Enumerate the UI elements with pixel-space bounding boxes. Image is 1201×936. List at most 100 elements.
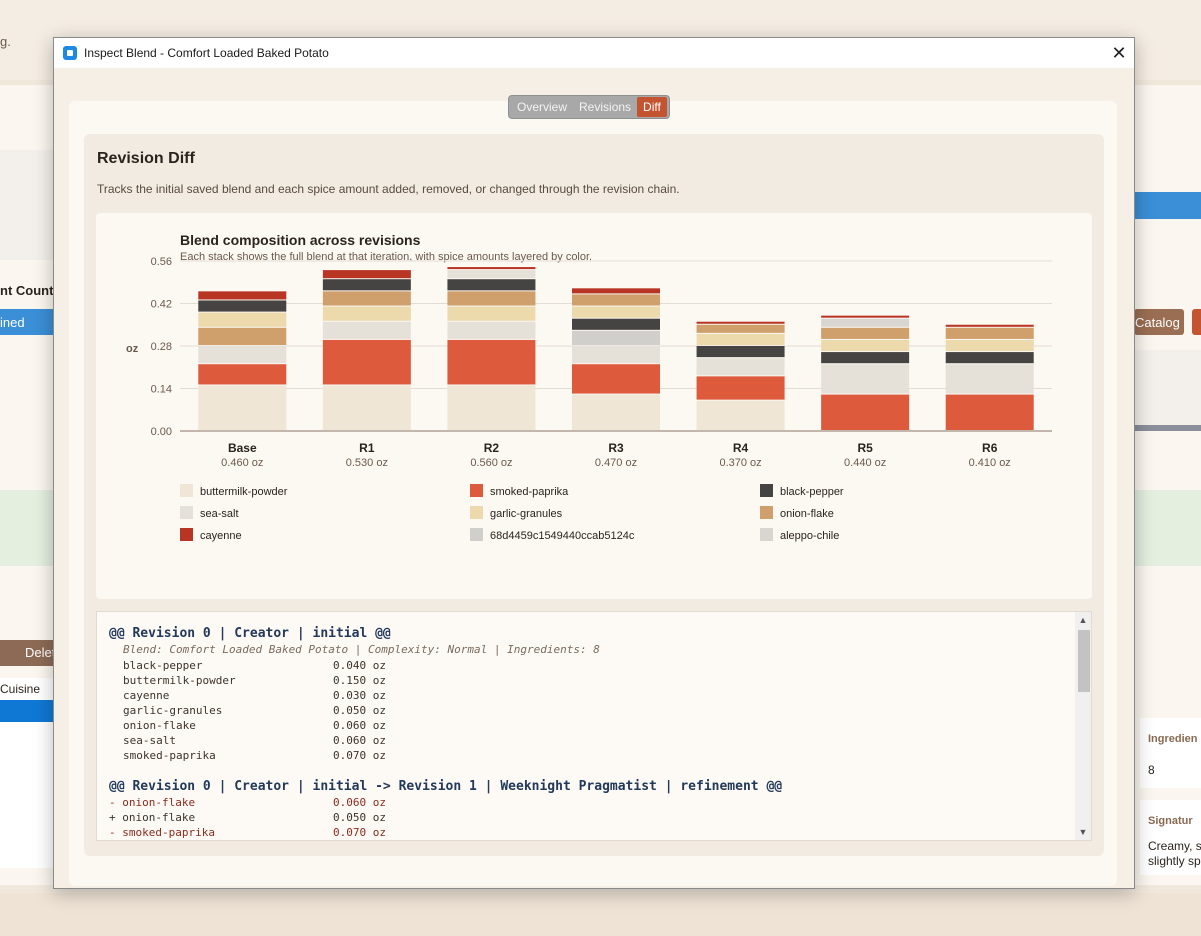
bg-signature-label: Signatur — [1148, 815, 1193, 827]
bar-total-label: 0.410 oz — [969, 457, 1011, 469]
bar-segment[interactable] — [198, 291, 287, 300]
bar-segment[interactable] — [572, 294, 660, 306]
bar-segment[interactable] — [696, 324, 785, 333]
bar-total-label: 0.440 oz — [844, 457, 886, 469]
scroll-thumb[interactable] — [1078, 630, 1090, 692]
bar-segment[interactable] — [945, 352, 1034, 364]
y-tick-label: 0.42 — [151, 299, 172, 311]
tab-overview[interactable]: Overview — [517, 100, 568, 114]
bar-segment[interactable] — [447, 385, 536, 430]
bar-segment[interactable] — [198, 312, 287, 327]
bar-segment[interactable] — [447, 267, 536, 270]
bar-total-label: 0.470 oz — [595, 457, 637, 469]
diff-block-header: @@ Revision 0 | Creator | initial -> Rev… — [109, 779, 783, 794]
legend-swatch — [180, 484, 193, 497]
legend-label: onion-flake — [780, 508, 834, 520]
bg-table-selected-row[interactable] — [0, 700, 53, 722]
diff-line: buttermilk-powder 0.150 oz — [123, 674, 386, 687]
bar-segment[interactable] — [447, 339, 536, 385]
bar-segment[interactable] — [572, 306, 660, 318]
bar-segment[interactable] — [821, 315, 910, 318]
bar-segment[interactable] — [447, 321, 536, 339]
bar-segment[interactable] — [447, 291, 536, 306]
diff-scrollbar[interactable]: ▲ ▼ — [1075, 612, 1091, 840]
bg-catalog-label: Catalog — [1135, 315, 1180, 330]
bg-gray-line — [1134, 425, 1201, 431]
x-tick-label: R1 — [359, 441, 375, 455]
bar-total-label: 0.560 oz — [470, 457, 512, 469]
x-tick-label: R5 — [857, 441, 873, 455]
bar-segment[interactable] — [945, 394, 1034, 430]
composition-chart-panel: Blend composition across revisions Each … — [96, 213, 1092, 599]
revision-diff-card: Revision Diff Tracks the initial saved b… — [84, 134, 1104, 856]
legend-swatch — [470, 506, 483, 519]
bar-segment[interactable] — [198, 346, 287, 364]
bar-segment[interactable] — [572, 394, 660, 430]
bar-segment[interactable] — [945, 324, 1034, 327]
bar-segment[interactable] — [696, 333, 785, 345]
app-icon — [63, 46, 77, 60]
inspect-blend-dialog: Inspect Blend - Comfort Loaded Baked Pot… — [53, 37, 1135, 889]
scroll-down-icon[interactable]: ▼ — [1078, 827, 1088, 837]
bar-segment[interactable] — [945, 327, 1034, 339]
bg-selected-pill[interactable] — [0, 309, 53, 335]
close-icon[interactable]: ✕ — [1111, 43, 1127, 63]
bar-segment[interactable] — [322, 385, 411, 430]
bar-segment[interactable] — [322, 270, 411, 279]
bar-segment[interactable] — [198, 300, 287, 312]
legend-label: sea-salt — [200, 508, 239, 520]
legend-label: aleppo-chile — [780, 530, 839, 542]
bar-segment[interactable] — [821, 394, 910, 430]
bar-segment[interactable] — [322, 291, 411, 306]
bar-segment[interactable] — [821, 364, 910, 394]
bar-segment[interactable] — [821, 327, 910, 339]
bar-total-label: 0.530 oz — [346, 457, 388, 469]
diff-line: black-pepper 0.040 oz — [123, 659, 386, 672]
bg-catalog-button[interactable] — [1134, 309, 1184, 335]
bar-segment[interactable] — [447, 270, 536, 279]
bar-segment[interactable] — [447, 306, 536, 321]
chart-title: Blend composition across revisions — [180, 232, 421, 248]
legend-label: black-pepper — [780, 486, 844, 498]
bar-segment[interactable] — [696, 358, 785, 376]
bar-segment[interactable] — [945, 364, 1034, 394]
bar-segment[interactable] — [696, 400, 785, 430]
bar-segment[interactable] — [572, 330, 660, 345]
bg-left-box — [0, 150, 53, 260]
bar-segment[interactable] — [198, 364, 287, 385]
diff-line: - smoked-paprika 0.070 oz — [109, 826, 386, 839]
bar-segment[interactable] — [696, 346, 785, 358]
tab-diff[interactable]: Diff — [637, 97, 667, 117]
bg-orange-button[interactable] — [1192, 309, 1201, 335]
bar-segment[interactable] — [322, 306, 411, 321]
y-tick-label: 0.56 — [151, 256, 172, 268]
dialog-title: Inspect Blend - Comfort Loaded Baked Pot… — [84, 46, 329, 60]
bar-segment[interactable] — [821, 318, 910, 327]
bar-segment[interactable] — [572, 364, 660, 394]
bar-segment[interactable] — [322, 279, 411, 291]
y-tick-label: 0.28 — [151, 341, 172, 353]
bar-segment[interactable] — [322, 339, 411, 385]
bar-segment[interactable] — [945, 339, 1034, 352]
bar-segment[interactable] — [821, 352, 910, 364]
legend-label: garlic-granules — [490, 508, 563, 520]
bar-segment[interactable] — [821, 339, 910, 352]
bg-delete-button[interactable] — [0, 640, 53, 666]
legend-swatch — [470, 528, 483, 541]
bar-total-label: 0.460 oz — [221, 457, 263, 469]
diff-line: + onion-flake 0.050 oz — [109, 811, 386, 824]
diff-line: sea-salt 0.060 oz — [123, 734, 386, 747]
bar-segment[interactable] — [696, 321, 785, 324]
scroll-up-icon[interactable]: ▲ — [1078, 615, 1088, 625]
x-tick-label: R2 — [484, 441, 500, 455]
bar-segment[interactable] — [572, 346, 660, 364]
bar-segment[interactable] — [572, 288, 660, 294]
y-tick-label: 0.00 — [151, 426, 172, 438]
bar-segment[interactable] — [322, 321, 411, 339]
bar-segment[interactable] — [572, 318, 660, 330]
bar-segment[interactable] — [198, 385, 287, 430]
bar-segment[interactable] — [198, 327, 287, 345]
tab-revisions[interactable]: Revisions — [579, 100, 632, 114]
bar-segment[interactable] — [447, 279, 536, 291]
bar-segment[interactable] — [696, 376, 785, 400]
